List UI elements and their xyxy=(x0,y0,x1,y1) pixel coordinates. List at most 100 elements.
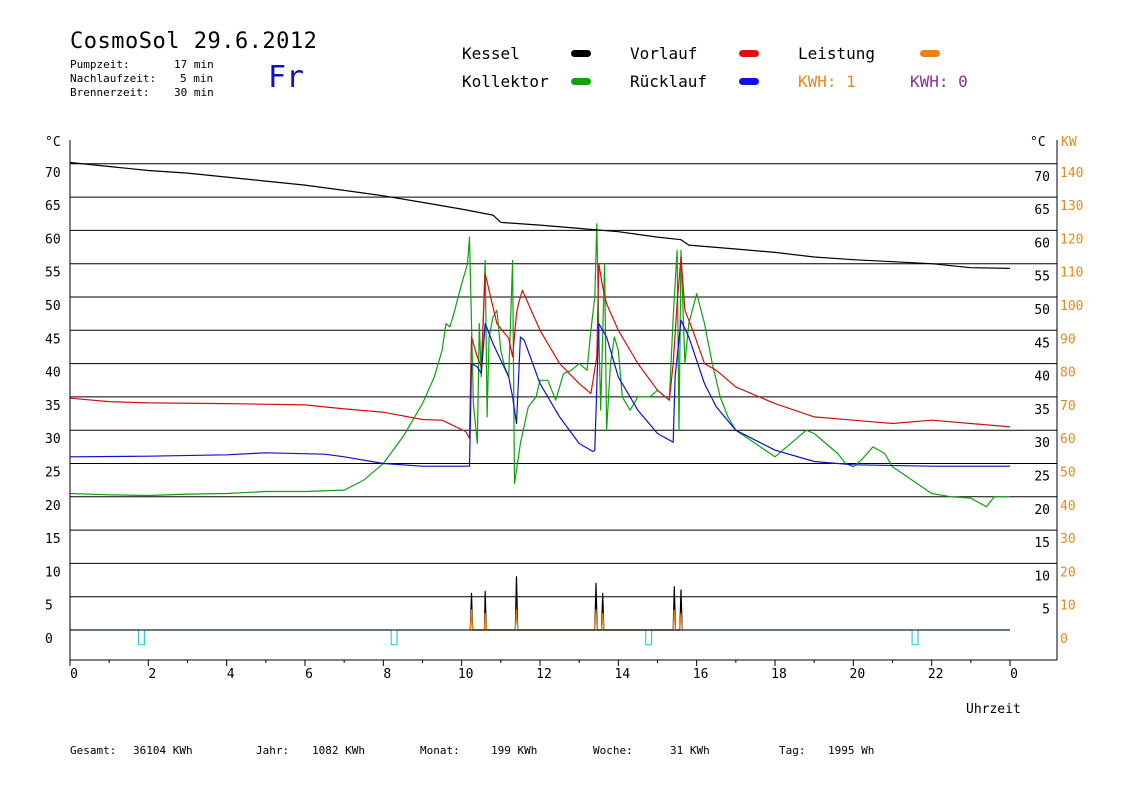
footer-monat-value: 199 KWh xyxy=(491,744,538,757)
info-brennerzeit-label: Brennerzeit: xyxy=(70,86,150,99)
y-left-tick-label: 15 xyxy=(45,532,61,547)
x-tick-label: 2 xyxy=(148,667,156,682)
weekday-label: Fr xyxy=(268,60,305,95)
y-right-tick-label: 55 xyxy=(1034,270,1050,285)
series-kollektor-line xyxy=(69,223,1010,508)
legend-vorlauf-swatch xyxy=(739,50,759,57)
y-left-unit: °C xyxy=(45,135,61,150)
series-vorlauf-line xyxy=(69,256,1011,439)
series-ruecklauf-line xyxy=(69,319,1010,467)
legend-kollektor-swatch xyxy=(571,78,591,85)
kw-tick-label: 140 xyxy=(1060,166,1083,181)
y-left-tick-label: 25 xyxy=(45,466,61,481)
y-right-tick-label: 40 xyxy=(1034,370,1050,385)
x-tick-label: 8 xyxy=(383,667,391,682)
y-left-tick-label: 60 xyxy=(45,232,61,247)
series-brenner-line xyxy=(469,576,683,631)
y-left-tick-label: 10 xyxy=(45,565,61,580)
kw-tick-label: 50 xyxy=(1060,466,1076,481)
legend-kollektor-label: Kollektor xyxy=(462,72,549,91)
kw-tick-label: 90 xyxy=(1060,332,1076,347)
y-right-tick-label: 5 xyxy=(1042,603,1050,618)
kw-tick-label: 110 xyxy=(1060,266,1083,281)
kw-tick-label: 10 xyxy=(1060,599,1076,614)
y-right-tick-label: 30 xyxy=(1034,436,1050,451)
x-tick-label: 16 xyxy=(693,667,709,682)
info-nachlaufzeit-label: Nachlaufzeit: xyxy=(70,72,157,85)
x-tick-label: 18 xyxy=(771,667,787,682)
x-tick-label: 14 xyxy=(615,667,631,682)
chart-title: CosmoSol 29.6.2012 xyxy=(70,29,318,54)
y-right-tick-label: 45 xyxy=(1034,336,1050,351)
y-left-tick-label: 20 xyxy=(45,499,61,514)
y-right-tick-label: 50 xyxy=(1034,303,1050,318)
footer-jahr-value: 1082 KWh xyxy=(312,744,365,757)
legend-leistung-swatch xyxy=(920,50,940,57)
footer-gesamt-value: 36104 KWh xyxy=(133,744,193,757)
footer-jahr-label: Jahr: xyxy=(256,744,290,757)
x-tick-label: 22 xyxy=(928,667,944,682)
series-pumpe-line xyxy=(70,629,1010,646)
y-right-tick-label: 70 xyxy=(1034,170,1050,185)
legend-kwh1-label: KWH: 1 xyxy=(798,72,856,91)
series-kessel-line xyxy=(69,161,1011,269)
y-right-tick-label: 25 xyxy=(1034,470,1050,485)
footer-gesamt-label: Gesamt: xyxy=(70,744,117,757)
footer-tag-value: 1995 Wh xyxy=(828,744,875,757)
kw-tick-label: 80 xyxy=(1060,366,1076,381)
kw-tick-label: 40 xyxy=(1060,499,1076,514)
gridlines xyxy=(70,163,1057,598)
info-nachlaufzeit-value: 5 min xyxy=(180,72,214,85)
kw-tick-label: 20 xyxy=(1060,565,1076,580)
legend-kessel-label: Kessel xyxy=(462,44,520,63)
info-pumpzeit-label: Pumpzeit: xyxy=(70,58,130,71)
footer-woche-label: Woche: xyxy=(593,744,633,757)
legend-vorlauf-label: Vorlauf xyxy=(630,44,698,63)
y-left-tick-label: 35 xyxy=(45,399,61,414)
y-left-tick-label: 65 xyxy=(45,199,61,214)
x-axis-label: Uhrzeit xyxy=(966,702,1021,717)
series-layer xyxy=(69,161,1011,646)
x-tick-label: 0 xyxy=(1010,667,1018,682)
kw-tick-label: 30 xyxy=(1060,532,1076,547)
kw-tick-label: 0 xyxy=(1060,632,1068,647)
x-tick-label: 6 xyxy=(305,667,313,682)
axes xyxy=(69,140,1058,666)
kw-tick-label: 120 xyxy=(1060,232,1083,247)
y-right-tick-label: 10 xyxy=(1034,569,1050,584)
tick-labels: 0 2 4 6 8 10 12 14 16 18 20 22 005101520253035404550… xyxy=(45,135,1083,682)
y-left-tick-label: 0 xyxy=(45,632,53,647)
y-left-tick-label: 30 xyxy=(45,432,61,447)
kw-tick-label: 100 xyxy=(1060,299,1083,314)
x-tick-label: 20 xyxy=(850,667,866,682)
legend-ruecklauf-label: Rücklauf xyxy=(630,72,708,91)
y-right-tick-label: 35 xyxy=(1034,403,1050,418)
kw-tick-label: 130 xyxy=(1060,199,1083,214)
x-tick-label: 0 xyxy=(70,667,78,682)
x-tick-label: 4 xyxy=(227,667,235,682)
footer-monat-label: Monat: xyxy=(420,744,460,757)
y-left-tick-label: 70 xyxy=(45,166,61,181)
info-brennerzeit-value: 30 min xyxy=(174,86,214,99)
y-right-tick-label: 60 xyxy=(1034,236,1050,251)
y-right-tick-label: 20 xyxy=(1034,503,1050,518)
x-tick-label: 12 xyxy=(536,667,552,682)
y-left-tick-label: 5 xyxy=(45,599,53,614)
footer-woche-value: 31 KWh xyxy=(670,744,710,757)
y-right-tick-label: 65 xyxy=(1034,203,1050,218)
series-leistung-line xyxy=(469,609,683,631)
legend-leistung-label: Leistung xyxy=(798,44,876,63)
info-pumpzeit-value: 17 min xyxy=(174,58,214,71)
y-left-tick-label: 45 xyxy=(45,332,61,347)
legend-kwh2-label: KWH: 0 xyxy=(910,72,968,91)
x-tick-label: 10 xyxy=(458,667,474,682)
legend-ruecklauf-swatch xyxy=(739,78,759,85)
y-left-tick-label: 50 xyxy=(45,299,61,314)
y-right-tick-label: 15 xyxy=(1034,536,1050,551)
y-right2-unit: KW xyxy=(1061,135,1077,150)
legend-kessel-swatch xyxy=(571,50,591,57)
kw-tick-label: 60 xyxy=(1060,432,1076,447)
y-left-tick-label: 55 xyxy=(45,266,61,281)
y-left-tick-label: 40 xyxy=(45,366,61,381)
